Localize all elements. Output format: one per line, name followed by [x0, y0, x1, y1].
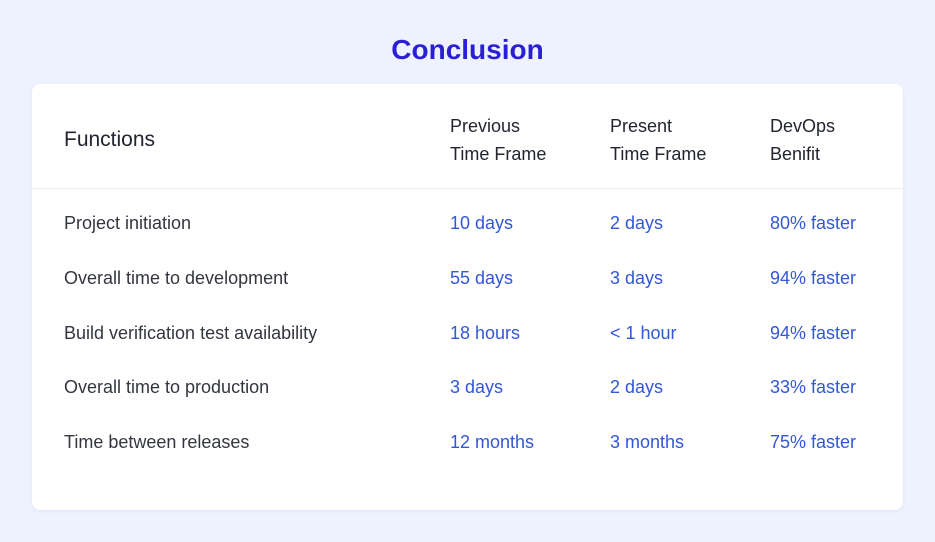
cell-function: Time between releases	[64, 432, 250, 452]
header-present-time-frame: Present Time Frame	[610, 112, 706, 168]
cell-present: 3 months	[610, 432, 685, 452]
cell-previous: 55 days	[450, 268, 514, 288]
header-devops-line-1: DevOps	[770, 116, 836, 136]
header-previous-line-2: Time Frame	[450, 144, 547, 164]
header-previous-time-frame: Previous Time Frame	[450, 112, 546, 168]
header-devops-line-2: Benifit	[770, 144, 821, 164]
cell-present: 2 days	[610, 213, 664, 233]
cell-present: < 1 hour	[610, 323, 677, 343]
table-row: Overall time to development 55 days 3 da…	[32, 263, 903, 317]
cell-function: Project initiation	[64, 213, 192, 233]
comparison-table-card: Functions Previous Time Frame Present Ti…	[32, 84, 903, 510]
cell-previous: 10 days	[450, 213, 514, 233]
table-row: Time between releases 12 months 3 months…	[32, 427, 903, 481]
cell-present: 3 days	[610, 268, 664, 288]
cell-benefit: 80% faster	[770, 213, 857, 233]
table-row: Overall time to production 3 days 2 days…	[32, 372, 903, 426]
cell-benefit: 94% faster	[770, 323, 857, 343]
table-row: Build verification test availability 18 …	[32, 318, 903, 372]
header-previous-line-1: Previous	[450, 116, 521, 136]
header-functions: Functions	[64, 128, 156, 151]
cell-previous: 3 days	[450, 377, 504, 397]
cell-benefit: 94% faster	[770, 268, 857, 288]
header-present-line-2: Time Frame	[610, 144, 707, 164]
header-devops-benefit: DevOps Benifit	[770, 112, 835, 168]
header-present-line-1: Present	[610, 116, 673, 136]
table-header-row: Functions Previous Time Frame Present Ti…	[32, 84, 903, 189]
page-title: Conclusion	[391, 34, 544, 65]
cell-function: Build verification test availability	[64, 323, 318, 343]
cell-function: Overall time to development	[64, 268, 289, 288]
table-row: Project initiation 10 days 2 days 80% fa…	[32, 208, 903, 262]
cell-previous: 12 months	[450, 432, 535, 452]
cell-benefit: 75% faster	[770, 432, 857, 452]
cell-function: Overall time to production	[64, 377, 270, 397]
cell-present: 2 days	[610, 377, 664, 397]
cell-previous: 18 hours	[450, 323, 521, 343]
cell-benefit: 33% faster	[770, 377, 857, 397]
